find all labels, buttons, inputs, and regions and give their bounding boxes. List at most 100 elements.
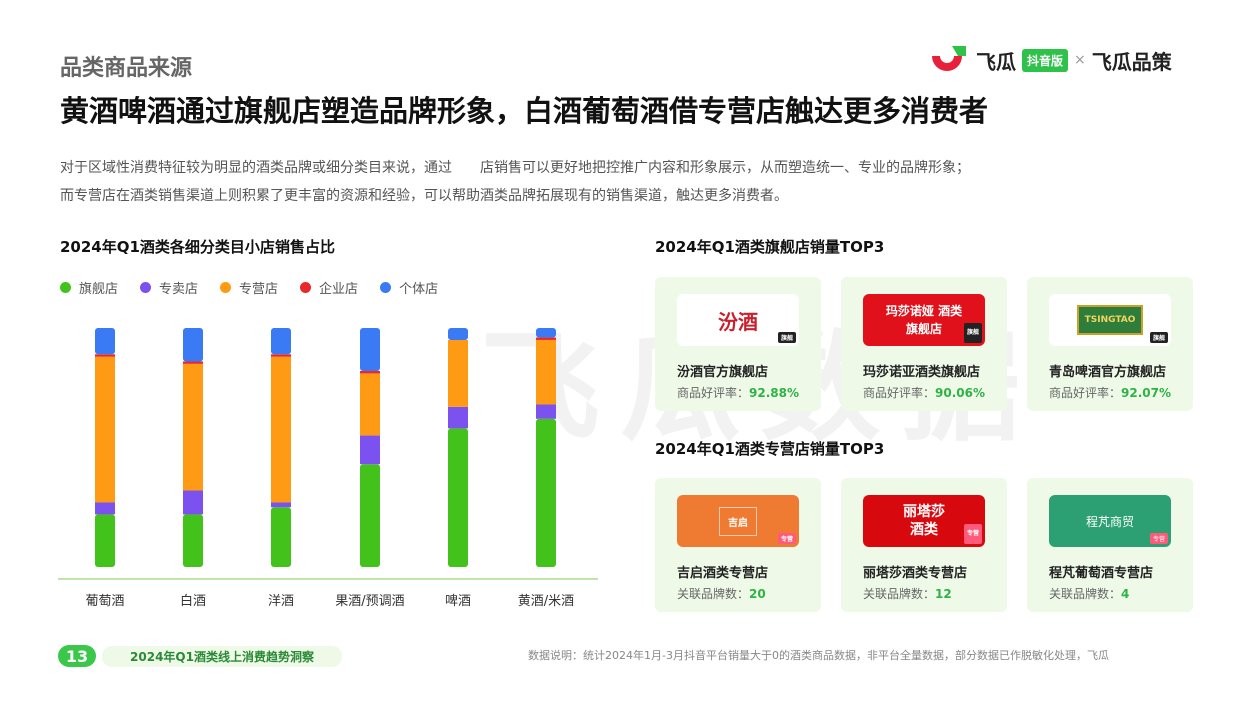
legend-item-specialty: 专营店 xyxy=(220,278,278,297)
shop-logo-text: 汾酒 xyxy=(718,309,758,334)
shop-logo: 程芃商贸 专营 xyxy=(1049,495,1171,547)
bar-segment xyxy=(271,502,291,508)
brand-left: 飞瓜 xyxy=(976,49,1016,74)
legend-label: 企业店 xyxy=(319,282,359,297)
metric-label: 关联品牌数： xyxy=(863,587,936,601)
shop-name: 汾酒官方旗舰店 xyxy=(677,365,769,380)
legend-dot xyxy=(220,282,232,293)
bar-stack-3 xyxy=(360,328,380,567)
flagship-tag: 旗舰 xyxy=(777,332,796,343)
legend-item-flagship: 旗舰店 xyxy=(60,278,118,297)
bar-stack-4 xyxy=(448,328,468,567)
shop-metric: 商品好评率：90.06% xyxy=(863,384,985,401)
shop-metric: 商品好评率：92.88% xyxy=(677,384,799,401)
section-label: 品类商品来源 xyxy=(60,56,193,81)
shop-logo-text: 程芃商贸 xyxy=(1085,514,1134,529)
legend-item-enterprise: 企业店 xyxy=(300,278,358,297)
headline: 黄酒啤酒通过旗舰店塑造品牌形象，白酒葡萄酒借专营店触达更多消费者 xyxy=(60,94,989,128)
description-line-1: 对于区域性消费特征较为明显的酒类品牌或细分类目来说，通过 店销售可以更好地把控推… xyxy=(60,160,970,176)
shop-logo-text: 丽塔莎 酒类 xyxy=(903,504,945,538)
metric-value: 92.07% xyxy=(1121,386,1171,400)
x-tick-label: 洋酒 xyxy=(268,594,294,609)
description-line-2: 而专营店在酒类销售渠道上则积累了更丰富的资源和经验，可以帮助酒类品牌拓展现有的销… xyxy=(60,188,788,204)
bar-segment xyxy=(183,490,203,515)
flagship-card-2: 玛莎诺娅 酒类旗舰店 旗舰 玛莎诺亚酒类旗舰店 商品好评率：90.06% xyxy=(841,277,1007,411)
x-tick-label: 葡萄酒 xyxy=(85,594,124,609)
shop-metric: 商品好评率：92.07% xyxy=(1049,384,1171,401)
shop-name: 程芃葡萄酒专营店 xyxy=(1049,566,1154,581)
bar-segment xyxy=(271,356,291,503)
specialty-tag: 专营 xyxy=(777,533,796,544)
bar-segment xyxy=(448,339,468,407)
legend-dot xyxy=(60,282,71,293)
bar-segment xyxy=(360,464,380,567)
bar-segment xyxy=(95,328,115,355)
bar-segment xyxy=(183,361,203,364)
shop-name: 吉启酒类专营店 xyxy=(677,566,769,581)
shop-logo: 玛莎诺娅 酒类旗舰店 旗舰 xyxy=(863,294,985,346)
bar-segment xyxy=(183,514,203,567)
left-chart-title: 2024年Q1酒类各细分类目小店销售占比 xyxy=(60,238,335,256)
flagship-card-1: 汾酒 旗舰 汾酒官方旗舰店 商品好评率：92.88% xyxy=(655,277,821,411)
shop-metric: 关联品牌数：20 xyxy=(677,585,766,602)
legend-label: 旗舰店 xyxy=(79,282,119,297)
bar-segment xyxy=(448,406,468,429)
bar-stack-2 xyxy=(271,328,291,567)
shop-logo-text: 玛莎诺娅 酒类旗舰店 xyxy=(885,304,963,336)
description: 对于区域性消费特征较为明显的酒类品牌或细分类目来说，通过 店销售可以更好地把控推… xyxy=(60,154,1200,210)
legend-item-individual: 个体店 xyxy=(380,278,438,297)
stacked-bar-chart: 葡萄酒 白酒 洋酒 果酒/预调酒 啤酒 黄酒/米酒 xyxy=(58,328,598,609)
bar-segment xyxy=(536,328,556,338)
bar-segment xyxy=(183,363,203,491)
metric-value: 12 xyxy=(935,587,952,601)
specialty-title: 2024年Q1酒类专营店销量TOP3 xyxy=(655,440,885,458)
x-tick-label: 果酒/预调酒 xyxy=(335,594,404,609)
metric-value: 4 xyxy=(1121,587,1130,601)
bar-segment xyxy=(271,354,291,357)
shop-name: 青岛啤酒官方旗舰店 xyxy=(1049,365,1167,380)
flagship-tag: 旗舰 xyxy=(963,323,982,343)
shop-metric: 关联品牌数：4 xyxy=(1049,585,1129,602)
specialty-card-3: 程芃商贸 专营 程芃葡萄酒专营店 关联品牌数：4 xyxy=(1027,478,1193,612)
bar-segment xyxy=(95,502,115,515)
flagship-title: 2024年Q1酒类旗舰店销量TOP3 xyxy=(655,238,885,256)
flagship-tag: 旗舰 xyxy=(1149,332,1168,343)
shop-logo: TSINGTAO 旗舰 xyxy=(1049,294,1171,346)
bar-segment xyxy=(360,373,380,436)
metric-label: 商品好评率： xyxy=(863,386,936,400)
bar-segment xyxy=(536,404,556,419)
legend-dot xyxy=(300,282,312,293)
report-title: 2024年Q1酒类线上消费趋势洞察 xyxy=(102,646,342,667)
legend-label: 专卖店 xyxy=(159,282,199,297)
bar-segment xyxy=(271,328,291,355)
bar-stack-0 xyxy=(95,328,115,567)
metric-value: 92.88% xyxy=(749,386,799,400)
bar-segment xyxy=(448,328,468,340)
shop-logo-text: 吉启 xyxy=(719,506,757,536)
legend-item-exclusive: 专卖店 xyxy=(140,278,198,297)
page-number: 13 xyxy=(58,645,96,667)
bar-segment xyxy=(95,354,115,357)
shop-logo: 吉启 专营 xyxy=(677,495,799,547)
bar-stack-1 xyxy=(183,328,203,567)
flagship-card-3: TSINGTAO 旗舰 青岛啤酒官方旗舰店 商品好评率：92.07% xyxy=(1027,277,1193,411)
specialty-tag: 专营 xyxy=(1149,533,1168,544)
legend-dot xyxy=(140,282,152,293)
x-tick-label: 白酒 xyxy=(180,593,206,609)
shop-metric: 关联品牌数：12 xyxy=(863,585,952,602)
shop-logo-text: TSINGTAO xyxy=(1076,305,1144,335)
feigua-logo-icon xyxy=(932,46,966,71)
shop-name: 丽塔莎酒类专营店 xyxy=(863,566,968,581)
brand-separator: × xyxy=(1074,52,1086,68)
legend-label: 个体店 xyxy=(399,282,439,297)
bar-segment xyxy=(448,428,468,567)
shop-logo: 丽塔莎 酒类 专营 xyxy=(863,495,985,547)
metric-value: 90.06% xyxy=(935,386,985,400)
metric-label: 商品好评率： xyxy=(677,386,750,400)
data-note: 数据说明：统计2024年1月-3月抖音平台销量大于0的酒类商品数据，非平台全量数… xyxy=(528,649,1109,662)
metric-value: 20 xyxy=(749,587,766,601)
chart-legend: 旗舰店 专卖店 专营店 企业店 个体店 xyxy=(60,278,438,297)
brand-bar: 飞瓜 抖音版 × 飞瓜品策 xyxy=(928,44,1172,76)
brand-badge: 抖音版 xyxy=(1022,48,1069,72)
metric-label: 关联品牌数： xyxy=(1049,587,1122,601)
